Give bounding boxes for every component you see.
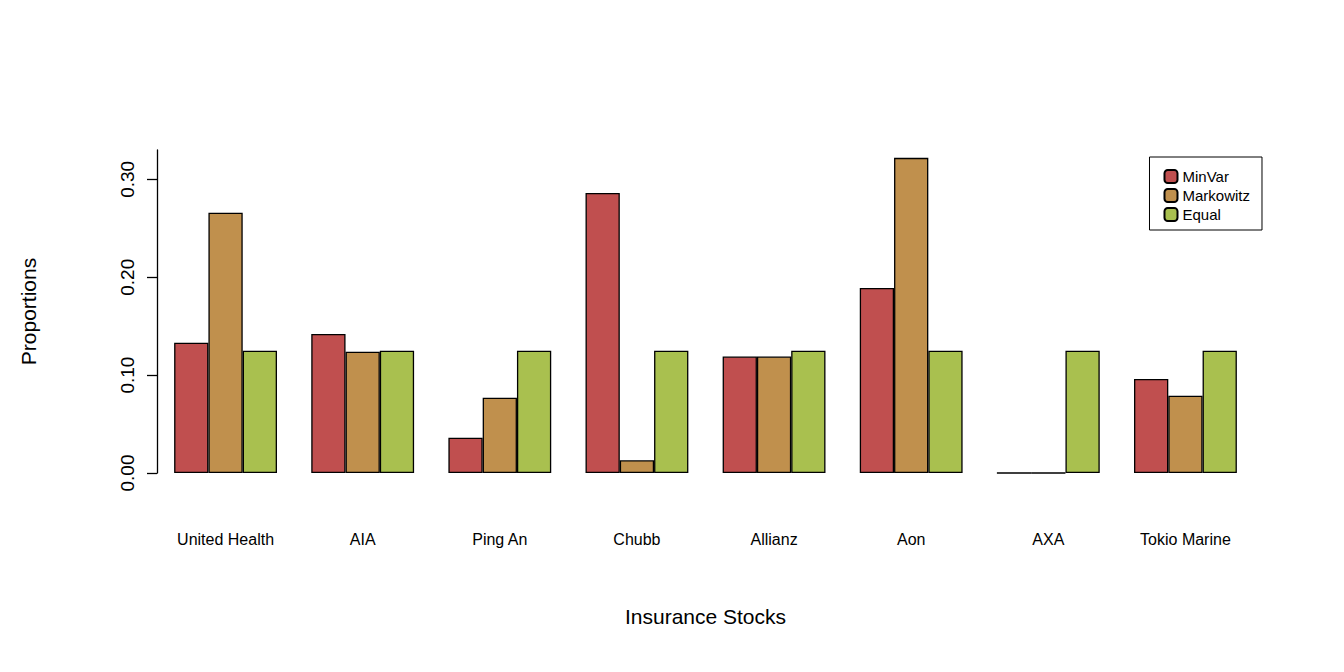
svg-text:0.00: 0.00: [117, 455, 138, 492]
svg-text:0.20: 0.20: [117, 259, 138, 296]
svg-text:MinVar: MinVar: [1182, 168, 1228, 185]
svg-text:Allianz: Allianz: [750, 531, 797, 548]
svg-text:Insurance Stocks: Insurance Stocks: [625, 605, 786, 628]
svg-text:Markowitz: Markowitz: [1182, 187, 1250, 204]
svg-text:United Health: United Health: [177, 531, 274, 548]
svg-text:Proportions: Proportions: [17, 258, 40, 365]
svg-text:Tokio Marine: Tokio Marine: [1140, 531, 1231, 548]
svg-text:Chubb: Chubb: [613, 531, 660, 548]
svg-text:Ping An: Ping An: [472, 531, 527, 548]
svg-text:AIA: AIA: [350, 531, 376, 548]
svg-text:0.30: 0.30: [117, 161, 138, 198]
svg-text:0.10: 0.10: [117, 357, 138, 394]
svg-text:Aon: Aon: [897, 531, 925, 548]
svg-text:Equal: Equal: [1182, 206, 1220, 223]
svg-text:AXA: AXA: [1032, 531, 1064, 548]
